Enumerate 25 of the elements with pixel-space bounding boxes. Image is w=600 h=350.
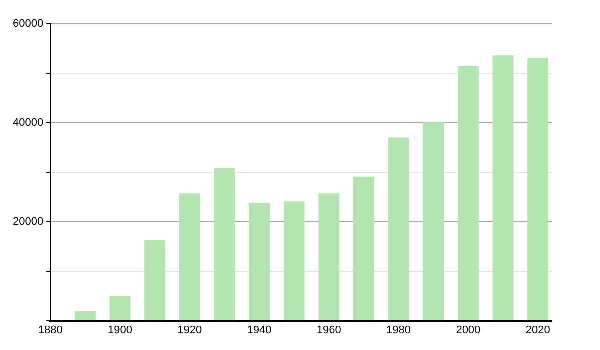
x-tick-label: 1940 <box>247 324 272 336</box>
bar <box>492 56 514 320</box>
bar <box>318 194 340 320</box>
bar <box>144 240 166 320</box>
x-tick-label: 1980 <box>386 324 412 336</box>
x-tick-label: 2020 <box>526 324 550 336</box>
bar <box>423 122 444 320</box>
x-tick-label: 1920 <box>178 324 202 336</box>
bar <box>74 311 96 320</box>
bar <box>179 194 200 320</box>
x-tick-label: 1880 <box>38 324 63 336</box>
bar <box>354 176 374 320</box>
bar <box>214 168 236 320</box>
x-tick-label: 1900 <box>108 324 132 336</box>
bar <box>284 202 305 320</box>
bar <box>110 296 131 320</box>
x-tick-label: 1960 <box>316 324 342 336</box>
y-tick-label: 20000 <box>12 216 44 228</box>
x-tick-label: 2000 <box>456 324 481 336</box>
bar <box>388 138 410 320</box>
bar <box>249 203 270 320</box>
bar <box>458 66 479 320</box>
y-tick-label: 60000 <box>12 18 44 30</box>
y-tick-label: 40000 <box>12 116 44 129</box>
bar <box>528 58 549 320</box>
